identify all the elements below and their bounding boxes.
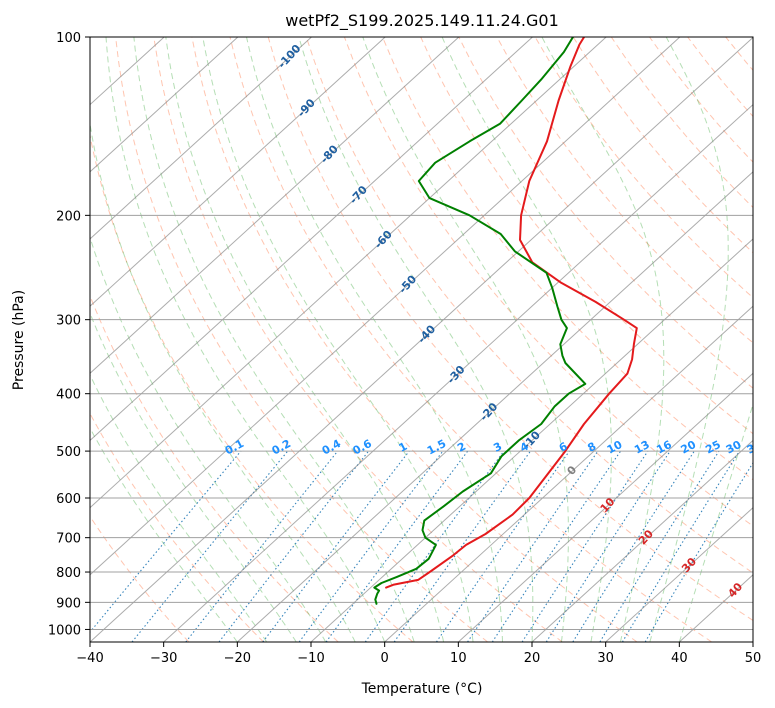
isotherm-line	[457, 372, 753, 642]
dry-adiabat-line	[420, 37, 753, 435]
dry-adiabat-line	[90, 132, 414, 642]
mixing-ratio-label: 16	[654, 438, 674, 457]
moist-adiabat-line	[678, 402, 753, 642]
dewpoint-profile-line	[373, 37, 587, 605]
moist-adiabat-line	[541, 37, 665, 642]
y-tick-label: 300	[56, 314, 81, 329]
dry-adiabat-line	[458, 37, 753, 389]
x-tick-label: 50	[745, 651, 762, 666]
isobars	[90, 37, 753, 630]
dry-adiabat-line	[191, 37, 638, 642]
dry-adiabat-line	[90, 412, 264, 642]
isotherm-line	[163, 103, 753, 642]
isotherm-line	[90, 37, 312, 240]
mixing-ratio-label: 10	[605, 438, 625, 457]
dry-adiabats	[90, 37, 775, 642]
y-tick-label: 700	[56, 532, 81, 547]
isotherms	[90, 37, 753, 642]
mixing-ratio-label: 25	[703, 438, 723, 457]
y-tick-label: 1000	[48, 623, 81, 638]
isotherm-line	[605, 506, 753, 642]
y-tick-label: 400	[56, 388, 81, 403]
x-tick-label: 30	[597, 651, 614, 666]
x-axis-title: Temperature (°C)	[361, 681, 483, 697]
moist-adiabat-line	[105, 37, 386, 642]
y-tick-label: 500	[56, 445, 81, 460]
mixing-ratio-label: 20	[679, 438, 699, 457]
isotherm-line	[90, 37, 753, 642]
isotherm-line	[236, 171, 753, 642]
dry-adiabat-line	[267, 37, 753, 622]
x-tick-label: −40	[76, 651, 103, 666]
moist-adiabat-line	[90, 235, 327, 642]
y-tick-label: 900	[56, 596, 81, 611]
isotherm-line	[531, 439, 753, 642]
dry-adiabat-line	[496, 37, 753, 344]
x-tick-label: 10	[450, 651, 467, 666]
moist-adiabat-line	[649, 37, 729, 642]
dry-adiabat-line	[382, 37, 753, 481]
data-series	[373, 37, 638, 605]
dry-adiabat-line	[534, 37, 753, 299]
isotherm-line	[752, 641, 753, 642]
moist-adiabat-line	[298, 37, 534, 642]
x-tick-label: −20	[224, 651, 251, 666]
moist-adiabat-line	[90, 373, 268, 642]
dry-adiabat-line	[115, 37, 488, 642]
plot-area: -100-90-80-70-60-50-40-30-20-100.1 0.2 0.4…	[90, 37, 775, 642]
mixing-ratio-label: 36	[745, 438, 765, 457]
moist-adiabats	[90, 37, 753, 642]
mixing-ratio-label: 30	[724, 438, 744, 457]
moist-adiabat-line	[441, 37, 612, 642]
isotherm-line	[90, 37, 533, 442]
x-tick-label: 40	[671, 651, 688, 666]
temperature-profile-line	[385, 37, 638, 589]
dry-adiabat-line	[90, 515, 190, 642]
dry-adiabat-line	[764, 37, 775, 642]
x-axis: −40 −30 −20 −10 0 10 20 30 40 50	[76, 642, 761, 666]
isotherm-line	[310, 238, 753, 642]
moist-adiabat-line	[90, 312, 297, 642]
dry-adiabat-line	[305, 37, 753, 574]
y-axis: 100 200 300 400 500 600 700 800 900 1000	[48, 31, 90, 638]
dry-adiabat-line	[343, 37, 753, 527]
isotherm-line	[90, 37, 681, 576]
isotherm-line	[384, 305, 753, 642]
y-axis-title: Pressure (hPa)	[11, 290, 27, 390]
y-tick-label: 600	[56, 492, 81, 507]
moist-adiabat-line	[165, 37, 445, 642]
x-tick-label: −10	[297, 651, 324, 666]
isotherm-line	[90, 37, 460, 374]
moist-adiabat-line	[90, 427, 238, 642]
isotherm-line	[90, 37, 607, 509]
y-tick-label: 100	[56, 31, 81, 46]
isotherm-line	[90, 37, 239, 173]
chart-title: wetPf2_S199.2025.149.11.24.G01	[285, 11, 559, 31]
mixing-ratio-label: 13	[632, 438, 652, 457]
dry-adiabat-line	[153, 37, 563, 642]
x-tick-label: 0	[381, 651, 389, 666]
plot-frame	[89, 36, 754, 643]
moist-adiabat-line	[90, 120, 356, 642]
y-tick-label: 200	[56, 209, 81, 224]
x-tick-label: 20	[524, 651, 541, 666]
moist-adiabat-line	[246, 37, 503, 642]
x-tick-label: −30	[150, 651, 177, 666]
isotherm-line	[90, 37, 386, 307]
y-tick-label: 800	[56, 566, 81, 581]
moist-adiabat-line	[362, 37, 569, 642]
moist-adiabat-line	[202, 37, 474, 642]
